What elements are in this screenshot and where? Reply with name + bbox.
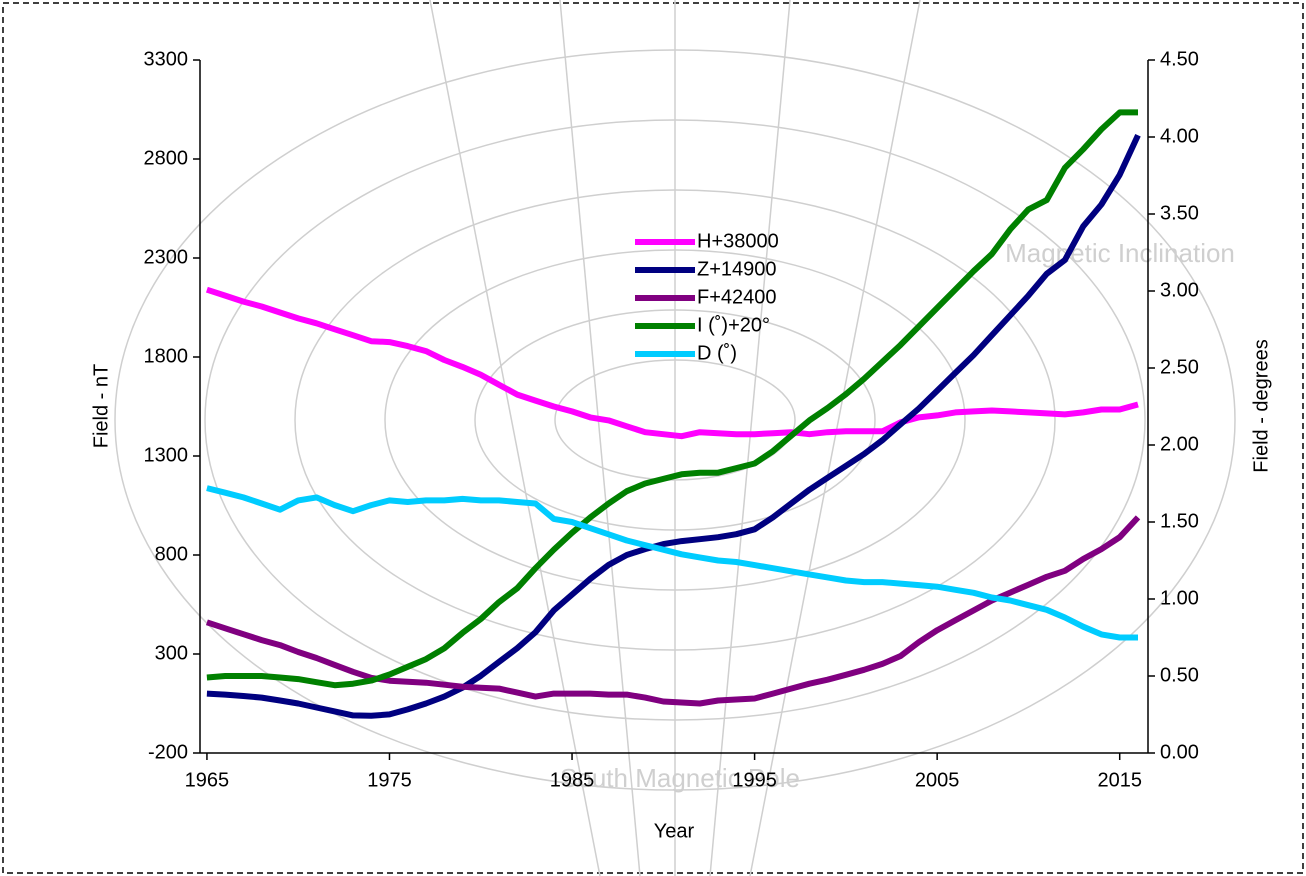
y-tick-label: -200 [148,741,188,763]
x-tick-label: 1975 [367,769,412,791]
x-tick-label: 1965 [185,769,230,791]
x-tick-label: 1995 [732,769,777,791]
y-tick-label: 300 [155,642,188,664]
legend-label: F+42400 [697,286,777,308]
y-tick-label: 2300 [144,246,189,268]
data-line [205,286,1139,440]
legend-label: D (˚) [697,342,737,364]
y2-tick-label: 0.00 [1160,741,1199,763]
y-tick-label: 2800 [144,147,189,169]
y2-tick-label: 1.00 [1160,587,1199,609]
legend-label: Z+14900 [697,258,777,280]
x-axis-title: Year [654,820,695,842]
y2-tick-label: 3.00 [1160,279,1199,301]
y-tick-label: 1800 [144,345,189,367]
x-tick-label: 2015 [1097,769,1142,791]
data-line [206,133,1141,719]
x-tick-label: 1985 [550,769,595,791]
y-tick-label: 1300 [144,444,189,466]
legend-label: I (˚)+20° [697,314,770,336]
y-axis-title: Field - nT [90,364,112,448]
y-tick-label: 800 [155,543,188,565]
y2-tick-label: 3.50 [1160,202,1199,224]
y2-tick-label: 4.50 [1160,48,1199,70]
annotation: South Magnetic Pole [560,763,800,793]
data-line [206,109,1138,689]
data-line [205,515,1141,707]
y2-tick-label: 4.00 [1160,125,1199,147]
y-tick-label: 3300 [144,48,189,70]
x-tick-label: 2005 [915,769,960,791]
legend-label: H+38000 [697,230,779,252]
annotation: Magnetic Inclination [1005,238,1235,268]
y2-axis-title: Field - degrees [1250,339,1272,472]
y2-tick-label: 1.50 [1160,510,1199,532]
field-line-background [114,0,1236,876]
data-line [206,485,1138,641]
y2-tick-label: 0.50 [1160,664,1199,686]
y2-tick-label: 2.00 [1160,433,1199,455]
y2-tick-label: 2.50 [1160,356,1199,378]
